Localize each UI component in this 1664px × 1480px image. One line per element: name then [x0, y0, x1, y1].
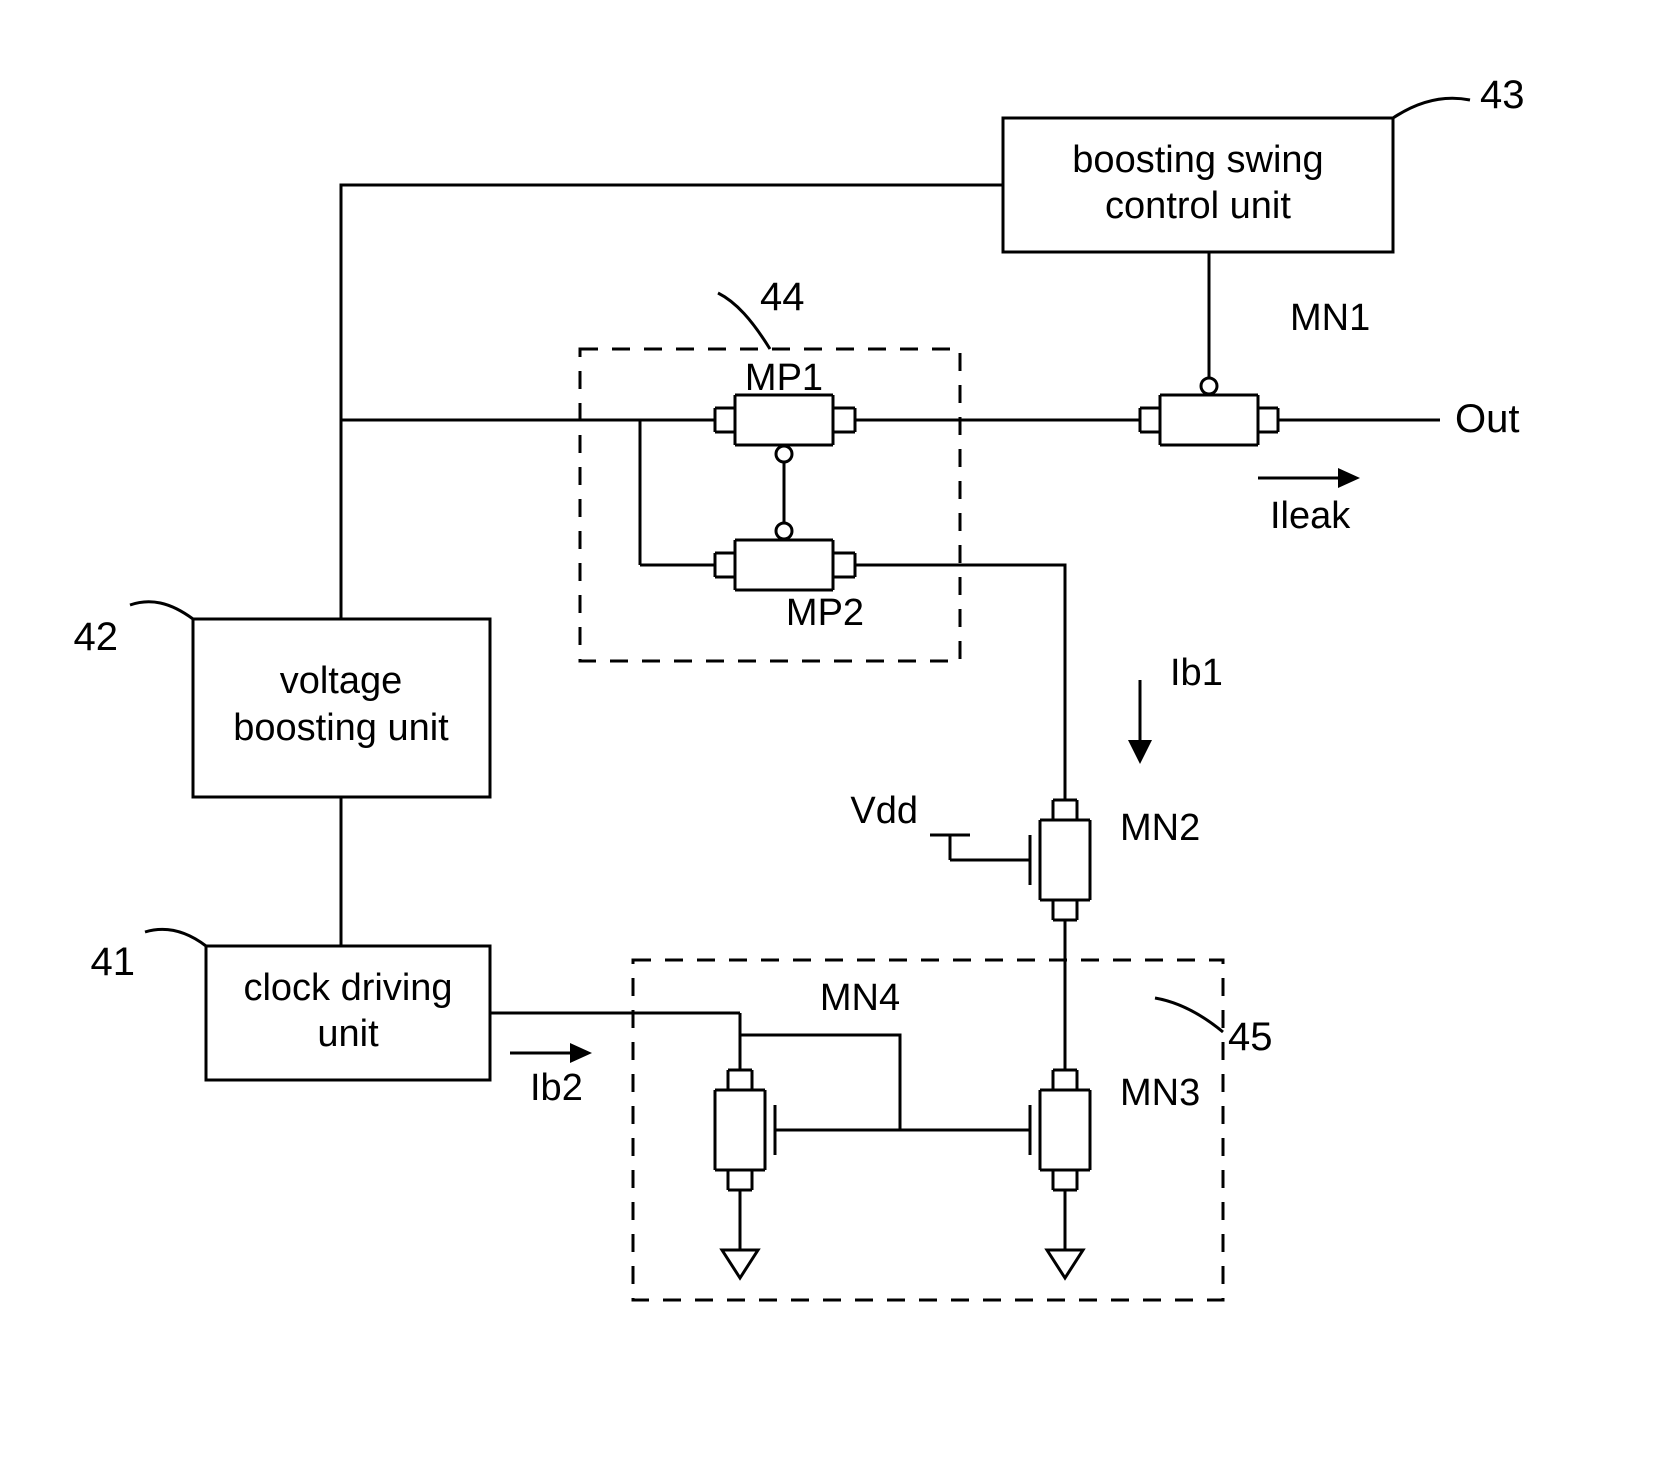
leader-41: [145, 929, 206, 946]
label-out: Out: [1455, 397, 1519, 441]
label-mp1: MP1: [745, 357, 823, 399]
block-41-label-line2: unit: [317, 1013, 379, 1055]
label-ileak: Ileak: [1270, 495, 1351, 537]
leader-43: [1393, 98, 1470, 118]
ref-43: 43: [1480, 73, 1525, 117]
label-mn1: MN1: [1290, 297, 1370, 339]
wire-42-to-43: [341, 185, 1003, 619]
transistor-mn4: [715, 1013, 900, 1250]
ground-mn3: [1047, 1250, 1083, 1278]
ref-41: 41: [91, 940, 136, 984]
block-42-label-line2: boosting unit: [233, 707, 449, 749]
transistor-mp1: [706, 395, 900, 490]
block-43-label-line2: control unit: [1105, 185, 1291, 227]
ground-mn4: [722, 1250, 758, 1278]
label-mn3: MN3: [1120, 1072, 1200, 1114]
ref-45: 45: [1228, 1015, 1273, 1059]
vdd-tie: [930, 835, 970, 860]
transistor-mn2: [950, 788, 1090, 1010]
circuit-diagram: boosting swing control unit 43 voltage b…: [0, 0, 1664, 1480]
arrow-ib2: [510, 1043, 592, 1063]
ref-44: 44: [760, 275, 805, 319]
leader-45: [1155, 998, 1223, 1032]
transistor-mn1: [1128, 252, 1440, 445]
label-ib2: Ib2: [530, 1067, 583, 1109]
block-42-label-line1: voltage: [280, 660, 403, 702]
label-mn4: MN4: [820, 977, 900, 1019]
transistor-mn3: [900, 1010, 1090, 1250]
leader-42: [130, 602, 193, 619]
wire-mp2-to-mn2: [900, 565, 1065, 788]
label-vdd: Vdd: [850, 790, 918, 832]
arrow-ib1: [1128, 680, 1152, 764]
arrow-ileak: [1258, 468, 1360, 488]
label-mp2: MP2: [786, 592, 864, 634]
block-43-label-line1: boosting swing: [1072, 139, 1323, 181]
block-41-label-line1: clock driving: [243, 967, 452, 1009]
label-ib1: Ib1: [1170, 652, 1223, 694]
label-mn2: MN2: [1120, 807, 1200, 849]
ref-42: 42: [74, 615, 119, 659]
